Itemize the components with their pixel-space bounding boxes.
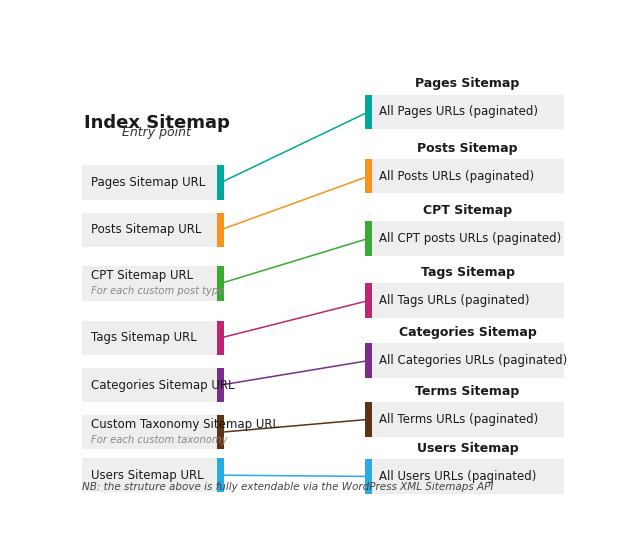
- Bar: [218, 368, 224, 402]
- Bar: [365, 159, 372, 193]
- Bar: [365, 95, 564, 129]
- Text: Posts Sitemap URL: Posts Sitemap URL: [92, 223, 202, 236]
- Bar: [365, 284, 564, 317]
- Bar: [83, 321, 224, 355]
- Bar: [365, 221, 372, 256]
- Bar: [365, 460, 372, 494]
- Bar: [365, 284, 372, 317]
- Text: Tags Sitemap: Tags Sitemap: [420, 266, 515, 279]
- Text: All Posts URLs (paginated): All Posts URLs (paginated): [379, 170, 534, 183]
- Text: All Terms URLs (paginated): All Terms URLs (paginated): [379, 413, 538, 426]
- Bar: [365, 460, 564, 494]
- Text: Posts Sitemap: Posts Sitemap: [417, 142, 518, 155]
- Text: Users Sitemap: Users Sitemap: [417, 442, 518, 455]
- Text: CPT Sitemap URL: CPT Sitemap URL: [92, 269, 193, 282]
- Text: CPT Sitemap: CPT Sitemap: [423, 204, 512, 217]
- Bar: [83, 415, 224, 449]
- Bar: [365, 402, 372, 437]
- Bar: [365, 402, 564, 437]
- Bar: [218, 165, 224, 200]
- Text: Custom Taxonomy Sitemap URL: Custom Taxonomy Sitemap URL: [92, 418, 280, 431]
- Bar: [365, 95, 372, 129]
- Bar: [83, 458, 224, 492]
- Text: Categories Sitemap: Categories Sitemap: [399, 326, 536, 339]
- Bar: [218, 458, 224, 492]
- Bar: [83, 165, 224, 200]
- Bar: [218, 415, 224, 449]
- Text: All CPT posts URLs (paginated): All CPT posts URLs (paginated): [379, 232, 561, 245]
- Bar: [83, 368, 224, 402]
- Bar: [218, 266, 224, 301]
- Bar: [218, 213, 224, 247]
- Text: Tags Sitemap URL: Tags Sitemap URL: [92, 331, 197, 344]
- Text: All Users URLs (paginated): All Users URLs (paginated): [379, 470, 536, 483]
- Text: Terms Sitemap: Terms Sitemap: [415, 385, 520, 398]
- Bar: [365, 344, 372, 378]
- Bar: [83, 213, 224, 247]
- Text: NB: the struture above is fully extendable via the WordPress XML Sitemaps API: NB: the struture above is fully extendab…: [83, 482, 494, 492]
- Text: Entry point: Entry point: [122, 125, 191, 139]
- Text: For each custom post type: For each custom post type: [92, 286, 225, 296]
- Text: Index Sitemap: Index Sitemap: [84, 114, 230, 131]
- Text: Users Sitemap URL: Users Sitemap URL: [92, 468, 204, 482]
- Text: For each custom taxonomy: For each custom taxonomy: [92, 435, 228, 445]
- Text: Pages Sitemap URL: Pages Sitemap URL: [92, 176, 205, 189]
- Bar: [83, 266, 224, 301]
- Bar: [218, 321, 224, 355]
- Bar: [365, 221, 564, 256]
- Text: Pages Sitemap: Pages Sitemap: [415, 77, 520, 90]
- Text: All Pages URLs (paginated): All Pages URLs (paginated): [379, 105, 538, 119]
- Bar: [365, 159, 564, 193]
- Text: Categories Sitemap URL: Categories Sitemap URL: [92, 379, 235, 392]
- Text: All Tags URLs (paginated): All Tags URLs (paginated): [379, 294, 529, 307]
- Text: All Categories URLs (paginated): All Categories URLs (paginated): [379, 354, 567, 367]
- Bar: [365, 344, 564, 378]
